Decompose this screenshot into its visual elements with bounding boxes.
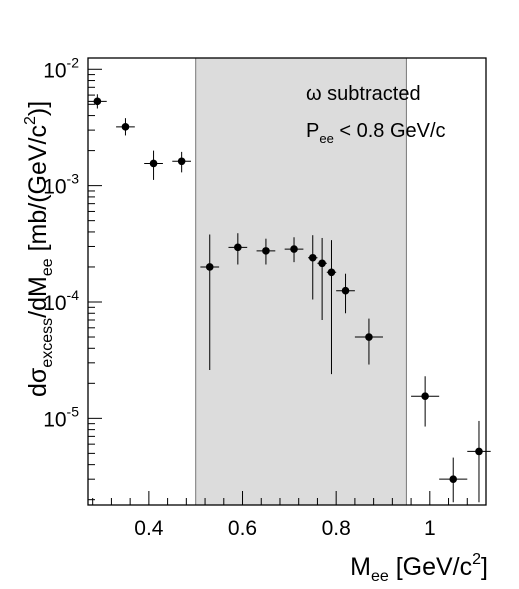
data-point <box>411 376 440 427</box>
point-marker <box>149 159 158 168</box>
y-label-sub1: excess <box>39 318 56 368</box>
data-point <box>467 420 491 503</box>
point-marker <box>93 97 102 106</box>
annotation-p-rest: < 0.8 GeV/c <box>334 120 446 142</box>
point-marker <box>475 447 483 456</box>
x-label-end: ] <box>481 553 488 581</box>
point-marker <box>205 263 214 271</box>
annotation-p: P <box>306 120 319 142</box>
data-point <box>354 318 383 365</box>
y-label-sup: 2 <box>22 116 39 125</box>
annotation-pee-cut: Pee < 0.8 GeV/c <box>306 120 446 146</box>
shaded-region <box>195 57 407 506</box>
data-point <box>116 118 135 136</box>
x-tick-label: 1 <box>424 517 436 540</box>
data-points <box>88 94 491 503</box>
data-point <box>144 150 163 180</box>
y-label-d: d <box>24 383 52 397</box>
x-axis-label: Mee [GeV/c2] <box>350 551 488 585</box>
point-marker <box>327 268 336 277</box>
plot-frame <box>87 57 487 506</box>
data-point <box>284 237 304 263</box>
point-marker <box>365 333 373 341</box>
data-point <box>228 233 248 265</box>
data-point <box>88 94 107 109</box>
x-tick-label: 0.8 <box>322 517 351 540</box>
point-marker <box>121 123 130 131</box>
point-marker <box>318 259 326 268</box>
y-tick-label: 10-4 <box>43 287 79 315</box>
x-label-rest: [GeV/c <box>389 553 472 581</box>
point-marker <box>341 286 350 295</box>
data-point <box>326 240 337 375</box>
data-point <box>256 238 276 265</box>
y-tick-label: 10-3 <box>43 171 79 199</box>
data-point <box>439 457 468 503</box>
data-point <box>336 273 355 314</box>
data-point <box>200 234 220 371</box>
y-label-unit: [mb/(GeV/c <box>24 125 52 258</box>
x-tick-label: 0.6 <box>228 517 257 540</box>
x-axis-ticks: 0.4 0.6 0.8 1 <box>92 491 487 540</box>
annotation-omega-subtracted: ω subtracted <box>306 83 421 105</box>
y-label-end: )] <box>24 101 52 116</box>
point-marker <box>234 243 242 252</box>
y-label-sigma: σ <box>24 367 52 383</box>
data-point <box>308 235 318 300</box>
annotation-p-sub: ee <box>319 131 333 146</box>
x-label-sup: 2 <box>472 551 481 568</box>
point-marker <box>449 475 458 483</box>
point-marker <box>308 253 317 262</box>
x-tick-label: 0.4 <box>134 517 164 540</box>
y-tick-label: 10-5 <box>43 403 79 431</box>
data-point <box>172 151 192 173</box>
point-marker <box>262 247 270 255</box>
x-label-main: M <box>350 553 371 581</box>
point-marker <box>177 157 186 166</box>
y-label-dm: /dM <box>24 276 52 318</box>
point-marker <box>421 392 429 400</box>
y-axis-label: dσexcess/dMee [mb/(GeV/c2)] <box>22 101 56 397</box>
y-axis-ticks: 10-5 10-4 10-3 10-2 <box>43 54 102 501</box>
x-label-sub: ee <box>371 568 389 585</box>
y-tick-label: 10-2 <box>43 54 79 82</box>
point-marker <box>290 245 298 253</box>
y-label-sub2: ee <box>39 258 56 276</box>
data-point <box>317 237 327 321</box>
